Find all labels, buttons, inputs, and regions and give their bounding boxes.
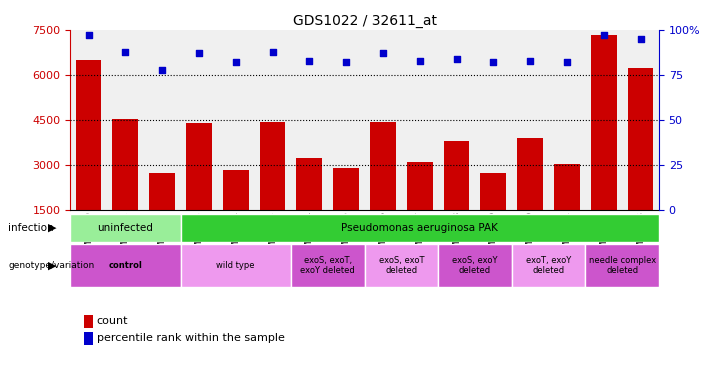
Bar	[259, 122, 285, 255]
Point	[341, 59, 352, 65]
Text: uninfected: uninfected	[97, 223, 154, 233]
Bar	[149, 172, 175, 255]
Text: exoS, exoT,
exoY deleted: exoS, exoT, exoY deleted	[300, 256, 355, 275]
Point	[156, 67, 168, 73]
Bar	[70, 214, 181, 242]
Point	[598, 32, 609, 38]
Bar	[181, 244, 291, 287]
Text: count: count	[97, 316, 128, 326]
Bar	[517, 138, 543, 255]
Bar	[181, 214, 659, 242]
Bar	[438, 244, 512, 287]
Point	[488, 59, 499, 65]
Point	[120, 49, 131, 55]
Bar	[444, 141, 470, 255]
Text: control: control	[109, 261, 142, 270]
Point	[414, 58, 426, 64]
Point	[562, 59, 573, 65]
Text: ▶: ▶	[48, 260, 57, 270]
Bar	[76, 60, 102, 255]
Bar	[627, 68, 653, 255]
Point	[377, 50, 388, 56]
Text: wild type: wild type	[217, 261, 255, 270]
Bar	[591, 34, 617, 255]
Bar	[291, 244, 365, 287]
Bar	[512, 244, 585, 287]
Bar	[186, 123, 212, 255]
Text: percentile rank within the sample: percentile rank within the sample	[97, 333, 285, 343]
Point	[304, 58, 315, 64]
Text: exoT, exoY
deleted: exoT, exoY deleted	[526, 256, 571, 275]
Point	[193, 50, 205, 56]
Point	[83, 32, 94, 38]
Text: infection: infection	[8, 223, 54, 233]
Bar	[407, 162, 433, 255]
Point	[451, 56, 462, 62]
Point	[230, 59, 241, 65]
Point	[267, 49, 278, 55]
Text: exoS, exoY
deleted: exoS, exoY deleted	[452, 256, 498, 275]
Bar	[112, 118, 138, 255]
Bar	[554, 164, 580, 255]
Text: needle complex
deleted: needle complex deleted	[589, 256, 655, 275]
Text: genotype/variation: genotype/variation	[8, 261, 95, 270]
Bar	[223, 170, 249, 255]
Bar	[585, 244, 659, 287]
Bar	[70, 244, 181, 287]
Text: exoS, exoT
deleted: exoS, exoT deleted	[379, 256, 424, 275]
Bar	[370, 122, 396, 255]
Bar	[480, 172, 506, 255]
Text: Pseudomonas aeruginosa PAK: Pseudomonas aeruginosa PAK	[341, 223, 498, 233]
Title: GDS1022 / 32611_at: GDS1022 / 32611_at	[292, 13, 437, 28]
Point	[635, 36, 646, 42]
Text: ▶: ▶	[48, 223, 57, 233]
Bar	[333, 168, 359, 255]
Point	[524, 58, 536, 64]
Bar	[365, 244, 438, 287]
Bar	[297, 158, 322, 255]
